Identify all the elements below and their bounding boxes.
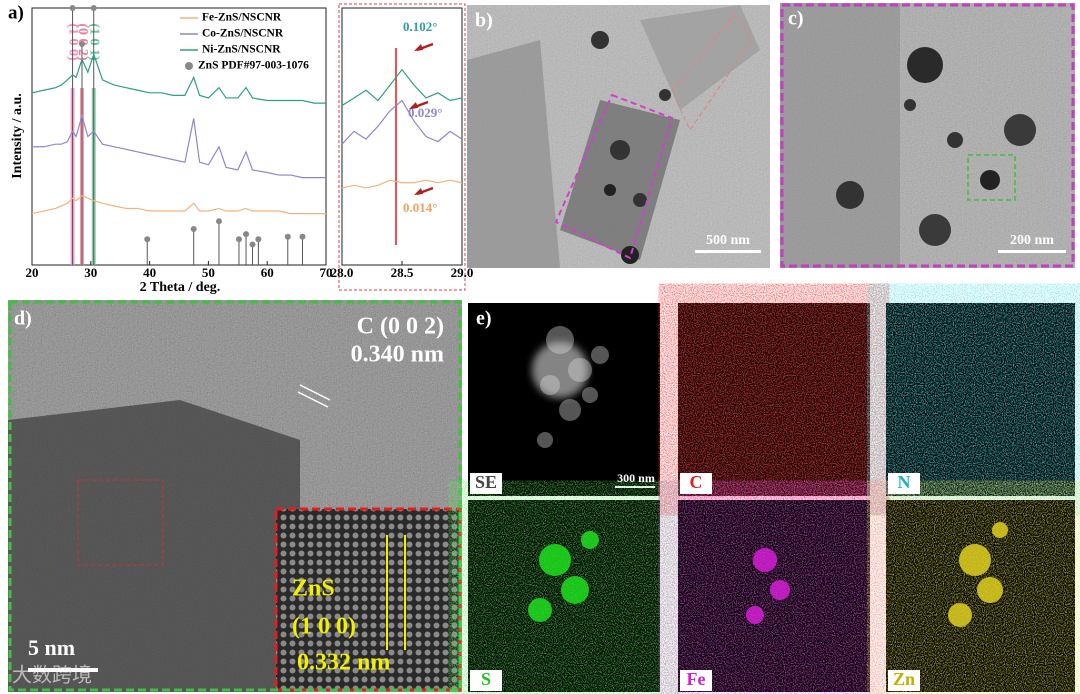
shift-annotation: 0.102° (403, 19, 437, 34)
reference-ball (249, 241, 256, 248)
inset-box (338, 3, 466, 291)
x-tick-label: 28.0 (331, 265, 354, 280)
arrow-head (414, 44, 423, 51)
series-line (341, 99, 463, 145)
arrow-head (409, 102, 418, 109)
panel-label: d) (14, 308, 32, 330)
tile-label: SE (475, 472, 497, 492)
x-tick-label: 70 (320, 265, 333, 280)
reference-ball (78, 40, 85, 47)
tem-image-c (780, 3, 1075, 268)
x-tick-label: 40 (143, 265, 156, 280)
tile-label-box (470, 670, 502, 691)
panel-label: e) (476, 308, 492, 330)
shift-annotation: 0.014° (403, 200, 437, 215)
reference-ball (243, 231, 250, 238)
panel-label: c) (788, 8, 804, 30)
x-tick-label: 29.0 (451, 265, 474, 280)
series-line (31, 52, 326, 104)
inset-material: ZnS (292, 576, 335, 602)
series-line (31, 194, 326, 215)
shift-annotation: 0.029° (408, 105, 442, 120)
reference-ball (299, 233, 306, 240)
x-axis-label: 2 Theta / deg. (140, 280, 221, 295)
scale-bar-label: 5 nm (28, 635, 75, 660)
reference-ball (90, 5, 97, 11)
tile-label-box (888, 670, 920, 691)
legend-label: Co-ZnS/NSCNR (202, 28, 284, 40)
x-tick-label: 20 (26, 265, 39, 280)
inset-spacing: 0.332 nm (297, 650, 390, 676)
scale-bar-label: 300 nm (617, 471, 655, 485)
series-line (341, 68, 463, 107)
panel-label: a) (8, 2, 24, 23)
tile-label: Zn (893, 669, 915, 689)
tem-image-b (467, 5, 770, 268)
reference-ball (215, 218, 222, 225)
plot-frame (31, 7, 327, 266)
legend-label: ZnS PDF#97-003-1076 (198, 60, 309, 72)
reference-ball (235, 236, 242, 243)
x-tick-label: 50 (202, 265, 215, 280)
x-tick-label: 30 (84, 265, 97, 280)
inset-plane: (1 0 0) (292, 614, 356, 640)
x-tick-label: 60 (261, 265, 274, 280)
panel-label: b) (475, 10, 493, 32)
tile-label-box (470, 473, 502, 494)
scale-bar-label: 500 nm (706, 233, 750, 248)
spacing-label: 0.340 nm (351, 342, 444, 368)
eds-maps (468, 303, 1075, 692)
series-line (32, 113, 326, 179)
reference-ball (144, 236, 151, 243)
legend-label: Fe-ZnS/NSCNR (202, 12, 282, 24)
tile-label: C (690, 472, 703, 492)
legend-label: Ni-ZnS/NSCNR (202, 44, 281, 56)
tile-label: N (898, 472, 911, 492)
tile-label-box (680, 473, 712, 494)
reference-ball (284, 233, 291, 240)
reference-ball (190, 226, 197, 233)
series-line (341, 179, 463, 189)
plane-label: C (0 0 2) (357, 314, 444, 340)
reference-ball (255, 236, 262, 243)
reference-ball (69, 5, 76, 11)
tile-label-box (680, 670, 712, 691)
legend-swatch (185, 62, 193, 70)
arrow-head (414, 188, 423, 195)
y-axis-label: Intensity / a.u. (10, 93, 25, 179)
tile-label-box (888, 473, 920, 494)
watermark: 大数跨境 (12, 663, 92, 687)
scale-bar-label: 200 nm (1010, 233, 1054, 248)
tile-label: Fe (687, 669, 706, 689)
hrtem-image-d (8, 300, 462, 692)
x-tick-label: 28.5 (391, 265, 414, 280)
tile-label: S (481, 669, 491, 689)
